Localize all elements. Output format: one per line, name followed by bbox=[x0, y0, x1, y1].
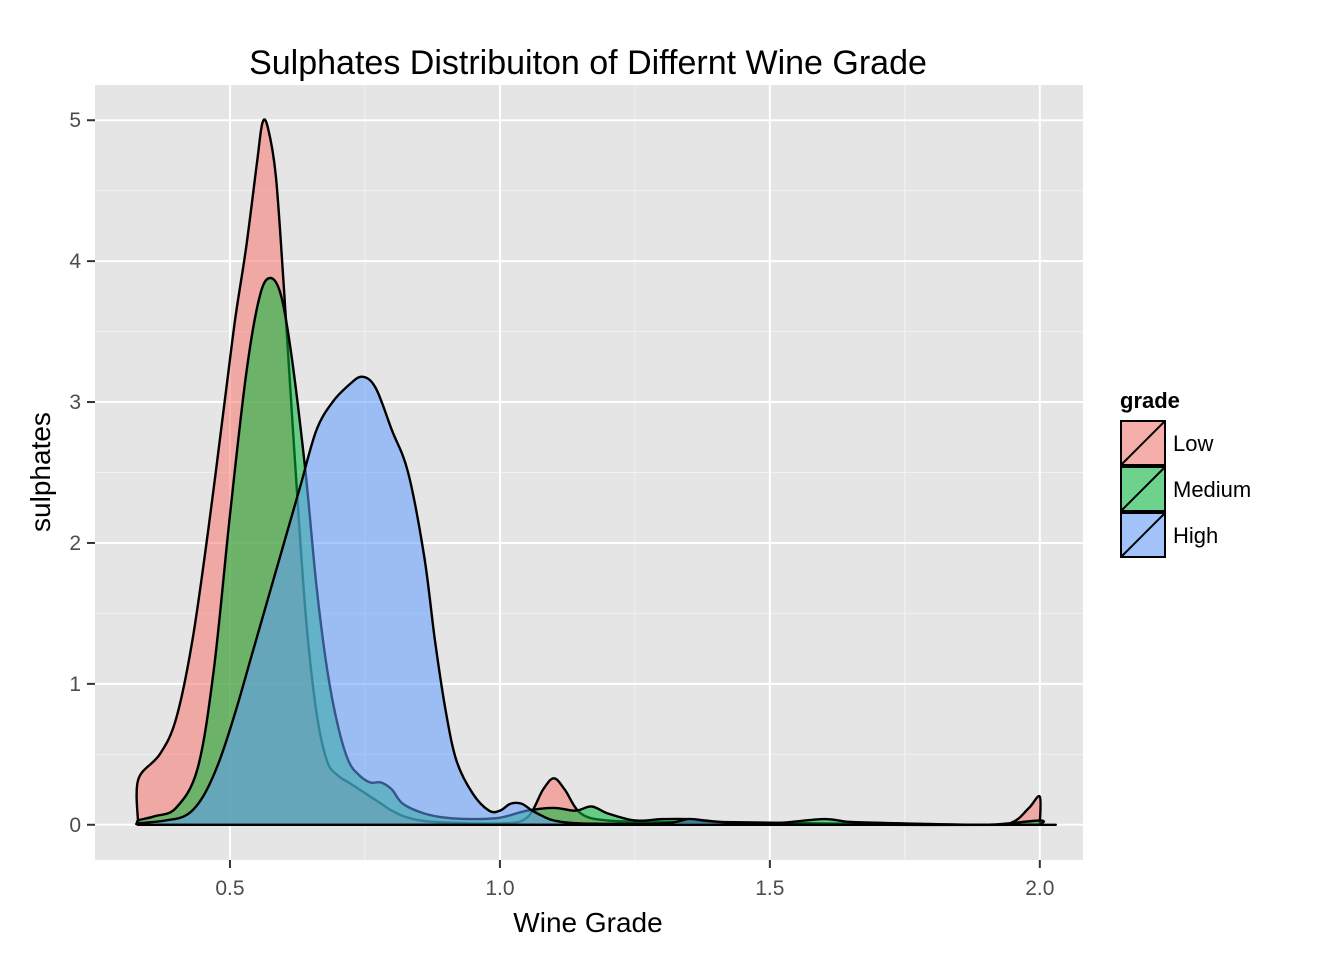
y-tick-label: 4 bbox=[69, 250, 81, 273]
x-tick-label: 2.0 bbox=[1025, 877, 1054, 900]
y-tick-label: 2 bbox=[69, 532, 81, 555]
y-tick-label: 0 bbox=[69, 814, 81, 837]
legend-label: Medium bbox=[1173, 477, 1251, 502]
y-tick-label: 3 bbox=[69, 391, 81, 414]
legend-title: grade bbox=[1120, 388, 1180, 413]
density-areas bbox=[135, 118, 1057, 827]
legend-label: High bbox=[1173, 523, 1218, 548]
y-axis-ticks: 0 1 2 3 4 5 bbox=[69, 109, 95, 837]
x-tick-label: 0.5 bbox=[215, 877, 244, 900]
legend-label: Low bbox=[1173, 431, 1213, 456]
y-tick-label: 5 bbox=[69, 109, 81, 132]
chart-title: Sulphates Distribuiton of Differnt Wine … bbox=[249, 44, 927, 82]
x-axis-title: Wine Grade bbox=[513, 907, 662, 938]
y-tick-label: 1 bbox=[69, 673, 81, 696]
legend-swatch-slash bbox=[1120, 512, 1166, 558]
legend-item-medium: Medium bbox=[1120, 466, 1251, 512]
x-tick-label: 1.5 bbox=[755, 877, 784, 900]
legend: grade Low Medium High bbox=[1120, 388, 1251, 558]
x-tick-label: 1.0 bbox=[485, 877, 514, 900]
legend-swatch-slash bbox=[1120, 466, 1166, 512]
x-axis-ticks: 0.5 1.0 1.5 2.0 bbox=[215, 860, 1054, 900]
y-axis-title: sulphates bbox=[25, 412, 56, 532]
legend-swatch-slash bbox=[1120, 420, 1166, 466]
density-area-high bbox=[135, 375, 1057, 827]
legend-item-low: Low bbox=[1120, 420, 1213, 466]
legend-item-high: High bbox=[1120, 512, 1218, 558]
